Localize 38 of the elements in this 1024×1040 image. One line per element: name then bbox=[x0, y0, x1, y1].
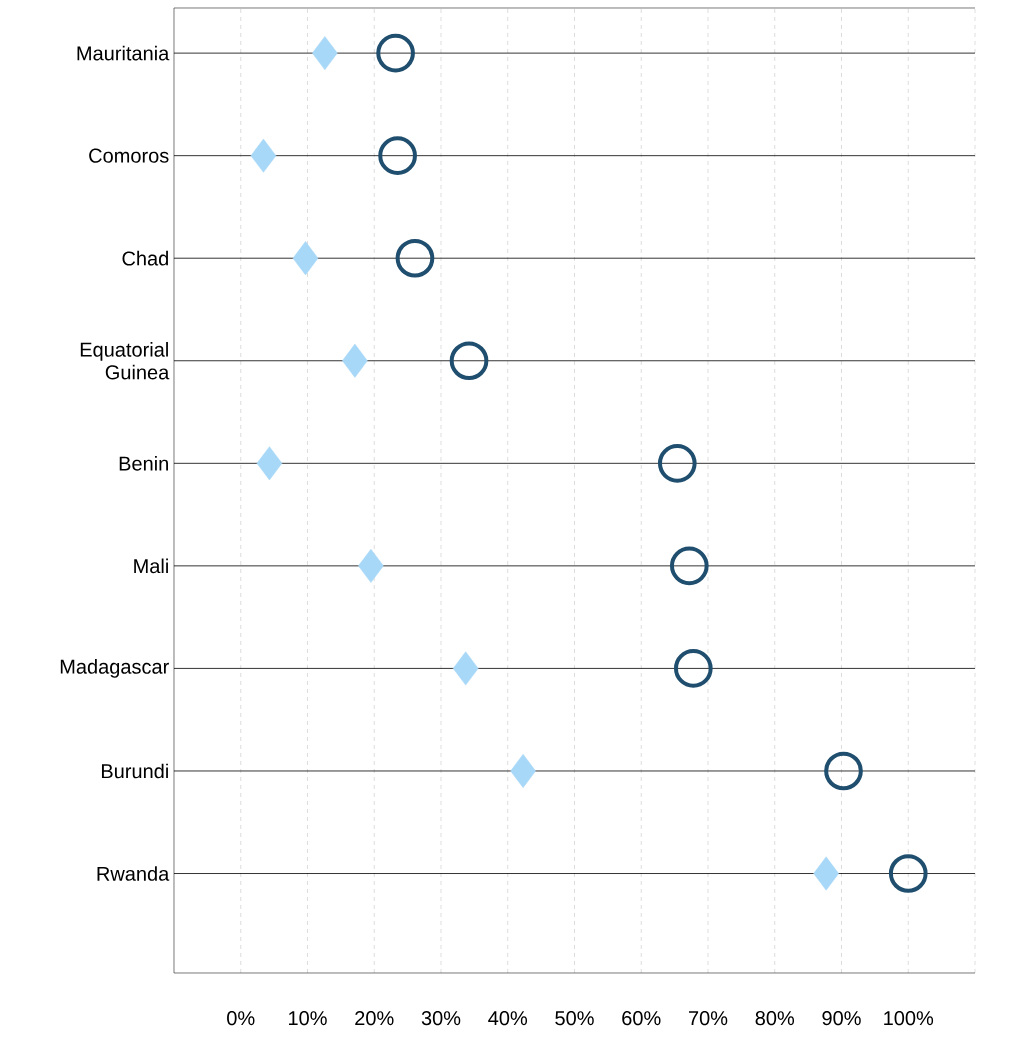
y-tick-label: Madagascar bbox=[60, 659, 169, 678]
point bbox=[292, 241, 319, 276]
point bbox=[510, 754, 536, 788]
point bbox=[378, 136, 417, 175]
x-tick-label: 40% bbox=[488, 1011, 528, 1026]
point bbox=[673, 649, 713, 688]
x-tick-label: 90% bbox=[822, 1011, 861, 1026]
point bbox=[256, 446, 283, 481]
x-tick-label: 50% bbox=[555, 1011, 594, 1026]
point bbox=[312, 36, 338, 71]
point bbox=[669, 546, 709, 586]
point bbox=[250, 138, 277, 173]
x-tick-label: 100% bbox=[884, 1011, 934, 1026]
point bbox=[824, 751, 863, 791]
point bbox=[657, 443, 697, 483]
y-tick-label: Mali bbox=[134, 558, 168, 574]
y-tick-label: Mauritania bbox=[77, 45, 170, 61]
y-tick-label: Benin bbox=[119, 455, 168, 471]
x-tick-label: 20% bbox=[355, 1011, 394, 1026]
x-tick-label: 60% bbox=[622, 1011, 661, 1026]
x-tick-label: 10% bbox=[289, 1011, 327, 1026]
point bbox=[452, 651, 479, 686]
point bbox=[449, 341, 489, 381]
x-tick-label: 70% bbox=[689, 1011, 728, 1026]
x-tick-label: 0% bbox=[227, 1011, 255, 1026]
y-tick-label: Equatorial Guinea bbox=[80, 342, 170, 380]
y-tick-label: Rwanda bbox=[97, 866, 170, 881]
x-tick-label: 80% bbox=[755, 1011, 795, 1026]
point bbox=[342, 343, 368, 378]
point bbox=[376, 33, 415, 73]
point bbox=[888, 854, 928, 893]
y-tick-label: Chad bbox=[122, 250, 168, 266]
y-tick-label: Comoros bbox=[89, 148, 169, 163]
point bbox=[813, 856, 839, 891]
point bbox=[358, 548, 384, 583]
y-tick-label: Burundi bbox=[101, 763, 168, 779]
point bbox=[395, 238, 435, 278]
x-tick-label: 30% bbox=[421, 1011, 461, 1026]
